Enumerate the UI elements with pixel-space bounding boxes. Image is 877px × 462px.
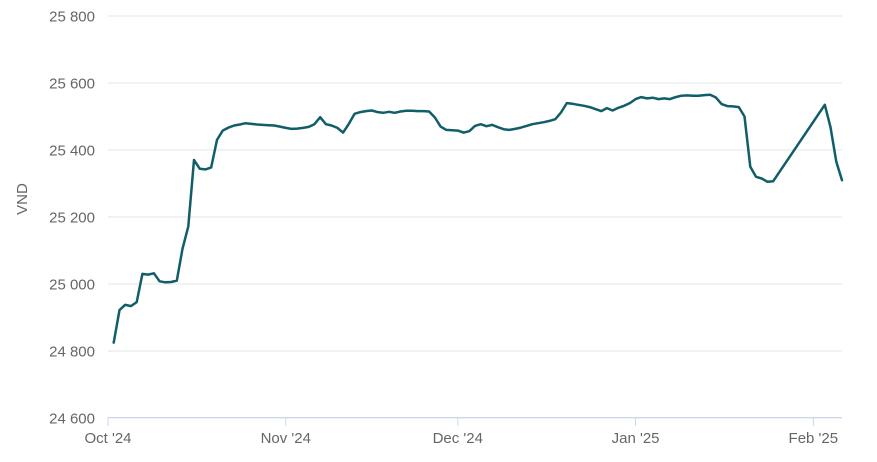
x-tick-label: Jan '25 [612, 430, 660, 447]
y-tick-label: 25 800 [49, 9, 95, 26]
x-tick-label: Nov '24 [261, 430, 311, 447]
y-tick-label: 24 800 [49, 344, 95, 361]
y-tick-label: 24 600 [49, 411, 95, 428]
x-axis-labels: Oct '24 Nov '24 Dec '24 Jan '25 Feb '25 [84, 430, 838, 447]
series-line[interactable] [112, 93, 844, 344]
x-tick-label: Feb '25 [789, 430, 839, 447]
y-tick-label: 25 600 [49, 76, 95, 93]
x-axis [107, 417, 842, 426]
y-tick-label: 25 200 [49, 210, 95, 227]
y-axis-title: VND [14, 183, 31, 215]
y-axis-labels: 25 800 25 600 25 400 25 200 25 000 24 800 24 6… [49, 9, 95, 428]
x-tick-label: Dec '24 [433, 430, 483, 447]
x-tick-label: Oct '24 [84, 430, 131, 447]
y-tick-label: 25 400 [49, 143, 95, 160]
gridlines [108, 15, 842, 419]
y-tick-label: 25 000 [49, 277, 95, 294]
